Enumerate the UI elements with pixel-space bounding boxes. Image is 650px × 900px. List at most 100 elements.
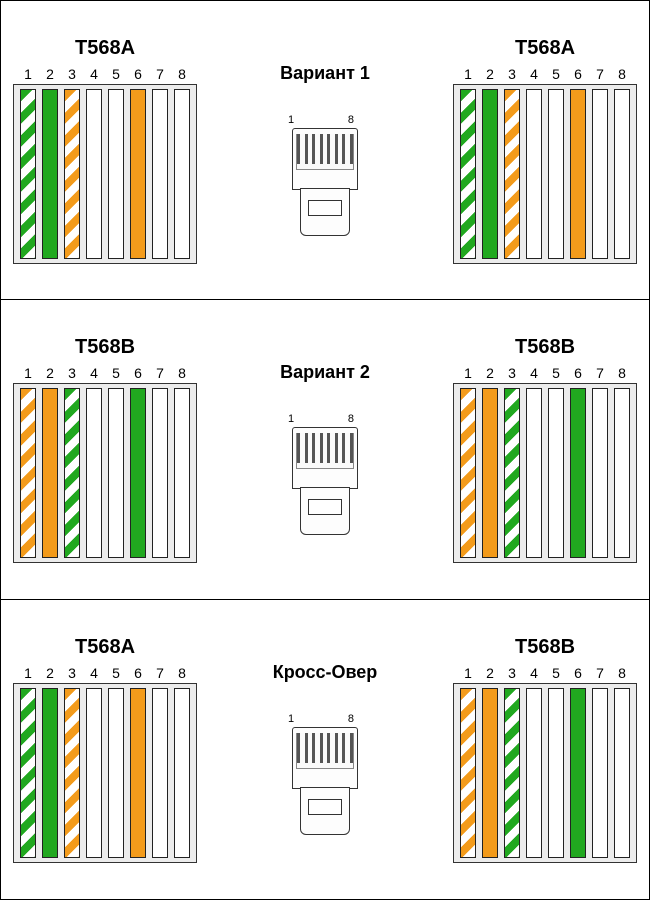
pin-number: 3 [501,365,523,381]
pin-number: 6 [567,365,589,381]
wire-8 [614,688,630,858]
pin-number: 2 [479,365,501,381]
pin-numbers: 12345678 [17,665,193,681]
wire-7 [592,388,608,558]
wire-8 [174,688,190,858]
pin-number: 5 [105,365,127,381]
pin-number: 3 [61,365,83,381]
wire-1 [460,89,476,259]
pin-number: 8 [171,365,193,381]
wiring-block-t568b: T568B 12345678 [453,636,637,863]
wiring-block-t568a: T568A12345678 [13,636,197,863]
pin-number: 8 [611,365,633,381]
wire-4 [526,388,542,558]
wire-1 [20,688,36,858]
pin-number: 4 [83,365,105,381]
pin-number: 3 [501,66,523,82]
wire-4 [86,388,102,558]
pin-number: 8 [611,66,633,82]
panel-center: Кросс-Овер18 [255,662,395,837]
wire-3 [64,688,80,858]
pin-number: 3 [61,665,83,681]
rj45-contacts [296,433,354,469]
wire-6 [130,388,146,558]
pin-numbers: 12345678 [457,665,633,681]
pin-number: 6 [127,365,149,381]
pin-number: 1 [17,365,39,381]
pin-number: 5 [545,365,567,381]
wire-group [13,383,197,563]
wire-8 [174,89,190,259]
pin-number: 7 [589,665,611,681]
wire-group [453,383,637,563]
rj45-latch [308,799,342,815]
wire-3 [504,89,520,259]
wire-6 [130,89,146,259]
wire-2 [482,89,498,259]
wire-3 [504,388,520,558]
pin-number: 4 [83,665,105,681]
wire-1 [20,388,36,558]
pin-numbers: 12345678 [17,365,193,381]
pin-number: 6 [127,665,149,681]
rj45-connector-icon: 18 [288,114,362,238]
wire-3 [64,388,80,558]
wire-group [453,84,637,264]
wire-4 [86,688,102,858]
standard-label: T568A [515,37,575,60]
pin-number: 2 [39,665,61,681]
wire-1 [460,688,476,858]
pin-number: 5 [105,665,127,681]
wire-8 [174,388,190,558]
panel-center: Вариант 2 18 [255,362,395,537]
pin-number: 3 [501,665,523,681]
panel-center: Вариант 118 [255,63,395,238]
pin-number: 7 [149,665,171,681]
pin-number: 1 [457,365,479,381]
wire-5 [548,688,564,858]
pin-number: 2 [479,665,501,681]
standard-label: T568B [515,336,575,359]
wire-4 [526,89,542,259]
wire-5 [108,388,124,558]
connector-pin-labels: 18 [288,713,354,725]
pin-number: 4 [523,665,545,681]
rj45-latch [308,499,342,515]
wiring-block-t568b: T568B12345678 [13,336,197,563]
pin-number: 6 [567,66,589,82]
wiring-block-t568a: T568A12345678 [13,37,197,264]
wire-2 [42,388,58,558]
wire-8 [614,89,630,259]
variant-title: Вариант 2 [280,362,370,383]
pin-number: 7 [589,365,611,381]
wire-2 [482,688,498,858]
panel-1: T568A12345678Вариант 118T568A12345678 [0,0,650,300]
pin-number: 7 [149,66,171,82]
wire-1 [20,89,36,259]
panel-3: T568A12345678 Кросс-Овер18 T568B 12345678 [0,600,650,900]
connector-pin-right: 8 [348,114,354,126]
wire-8 [614,388,630,558]
pin-number: 5 [545,665,567,681]
standard-label: T568B [515,636,575,659]
wire-2 [482,388,498,558]
wire-6 [130,688,146,858]
connector-pin-left: 1 [288,413,294,425]
wire-5 [548,388,564,558]
rj45-connector-icon: 18 [288,413,362,537]
wiring-block-t568a: T568A12345678 [453,37,637,264]
rj45-contacts [296,733,354,769]
pin-number: 5 [105,66,127,82]
pin-number: 5 [545,66,567,82]
pin-number: 1 [17,66,39,82]
wire-2 [42,89,58,259]
rj45-body [288,427,362,537]
connector-pin-right: 8 [348,713,354,725]
wire-6 [570,89,586,259]
wire-4 [86,89,102,259]
wire-2 [42,688,58,858]
rj45-body [288,128,362,238]
wiring-block-t568b: T568B12345678 [453,336,637,563]
pin-number: 1 [457,66,479,82]
wire-7 [592,688,608,858]
